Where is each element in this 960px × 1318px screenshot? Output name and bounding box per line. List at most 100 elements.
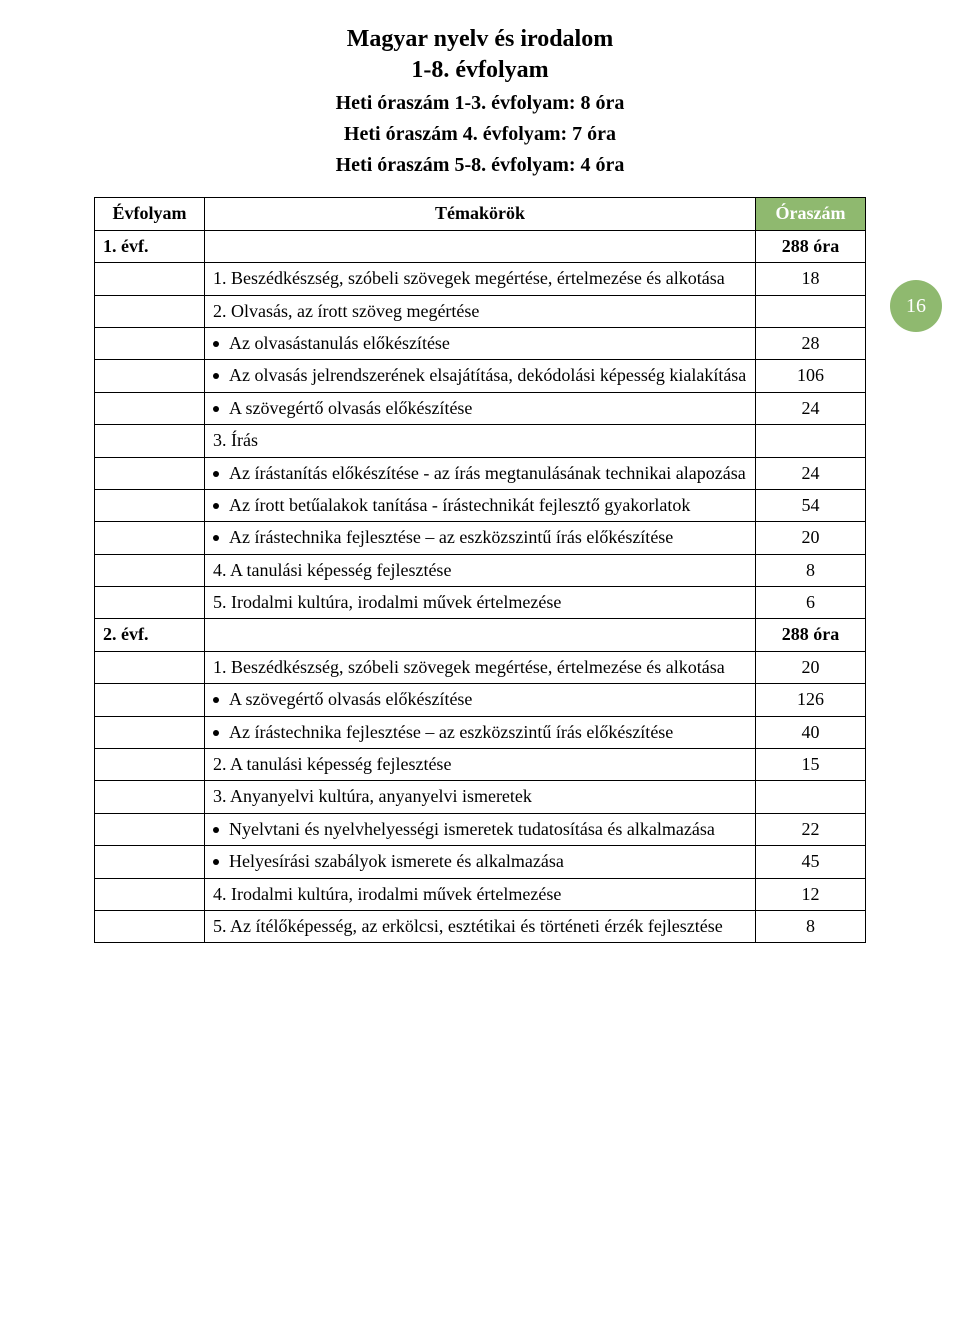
table-row: 1. évf. 288 óra [95, 230, 866, 262]
hours-cell [756, 295, 866, 327]
table-row: 4. A tanulási képesség fejlesztése 8 [95, 554, 866, 586]
title-line-1: Magyar nyelv és irodalom [94, 24, 866, 55]
hours-cell: 126 [756, 684, 866, 716]
bullet-text: Helyesírási szabályok ismerete és alkalm… [229, 850, 747, 873]
hours-cell: 6 [756, 587, 866, 619]
topic-cell: 4. A tanulási képesség fejlesztése [205, 554, 756, 586]
topic-cell: Az olvasástanulás előkészítése [205, 327, 756, 359]
table-row: 1. Beszédkészség, szóbeli szövegek megér… [95, 263, 866, 295]
bullet-icon [213, 406, 219, 412]
grade-cell [95, 684, 205, 716]
topic-cell: 4. Irodalmi kultúra, irodalmi művek érte… [205, 878, 756, 910]
table-row: Az írástechnika fejlesztése – az eszközs… [95, 522, 866, 554]
grade-cell [95, 846, 205, 878]
table-row: Az olvasástanulás előkészítése 28 [95, 327, 866, 359]
grade-cell [95, 878, 205, 910]
header-grade: Évfolyam [95, 198, 205, 230]
topic-cell: 2. Olvasás, az írott szöveg megértése [205, 295, 756, 327]
grade-cell [95, 457, 205, 489]
title-line-2: 1-8. évfolyam [94, 55, 866, 86]
grade-label: 2. évf. [95, 619, 205, 651]
grade-cell [95, 813, 205, 845]
topic-cell [205, 230, 756, 262]
hours-cell: 28 [756, 327, 866, 359]
table-row: A szövegértő olvasás előkészítése 24 [95, 392, 866, 424]
bullet-text: Az írástechnika fejlesztése – az eszközs… [229, 721, 747, 744]
table-row: 2. A tanulási képesség fejlesztése 15 [95, 749, 866, 781]
hours-cell: 15 [756, 749, 866, 781]
grade-cell [95, 392, 205, 424]
hours-cell: 20 [756, 522, 866, 554]
bullet-text: Nyelvtani és nyelvhelyességi ismeretek t… [229, 818, 747, 841]
topic-cell: A szövegértő olvasás előkészítése [205, 684, 756, 716]
topic-cell: 5. Az ítélőképesség, az erkölcsi, esztét… [205, 910, 756, 942]
bullet-text: Az írástechnika fejlesztése – az eszközs… [229, 526, 747, 549]
subtitle-2: Heti óraszám 4. évfolyam: 7 óra [94, 121, 866, 148]
hours-cell: 24 [756, 457, 866, 489]
grade-cell [95, 910, 205, 942]
hours-cell: 45 [756, 846, 866, 878]
hours-cell: 40 [756, 716, 866, 748]
page-number-badge: 16 [890, 280, 942, 332]
table-header-row: Évfolyam Témakörök Óraszám [95, 198, 866, 230]
topic-cell: Helyesírási szabályok ismerete és alkalm… [205, 846, 756, 878]
table-row: Nyelvtani és nyelvhelyességi ismeretek t… [95, 813, 866, 845]
table-row: A szövegértő olvasás előkészítése 126 [95, 684, 866, 716]
hours-cell [756, 781, 866, 813]
hours-cell: 12 [756, 878, 866, 910]
topic-cell [205, 619, 756, 651]
hours-cell: 8 [756, 910, 866, 942]
table-row: 5. Az ítélőképesség, az erkölcsi, esztét… [95, 910, 866, 942]
title-block: Magyar nyelv és irodalom 1-8. évfolyam H… [94, 24, 866, 179]
grade-cell [95, 716, 205, 748]
bullet-text: Az írott betűalakok tanítása - írástechn… [229, 494, 747, 517]
table-row: Az írástanítás előkészítése - az írás me… [95, 457, 866, 489]
hours-cell: 54 [756, 489, 866, 521]
topic-cell: Az írástechnika fejlesztése – az eszközs… [205, 716, 756, 748]
bullet-icon [213, 503, 219, 509]
bullet-text: A szövegértő olvasás előkészítése [229, 688, 747, 711]
grade-cell [95, 327, 205, 359]
topic-cell: Nyelvtani és nyelvhelyességi ismeretek t… [205, 813, 756, 845]
hours-cell: 106 [756, 360, 866, 392]
table-row: 3. Írás [95, 425, 866, 457]
table-row: 5. Irodalmi kultúra, irodalmi művek érte… [95, 587, 866, 619]
grade-cell [95, 749, 205, 781]
curriculum-table: Évfolyam Témakörök Óraszám 1. évf. 288 ó… [94, 197, 866, 943]
topic-cell: 1. Beszédkészség, szóbeli szövegek megér… [205, 651, 756, 683]
bullet-icon [213, 535, 219, 541]
bullet-icon [213, 373, 219, 379]
table-row: Az olvasás jelrendszerének elsajátítása,… [95, 360, 866, 392]
grade-cell [95, 295, 205, 327]
grade-cell [95, 522, 205, 554]
grade-cell [95, 781, 205, 813]
grade-cell [95, 651, 205, 683]
grade-label: 1. évf. [95, 230, 205, 262]
bullet-text: Az olvasástanulás előkészítése [229, 332, 747, 355]
header-topic: Témakörök [205, 198, 756, 230]
topic-cell: 3. Anyanyelvi kultúra, anyanyelvi ismere… [205, 781, 756, 813]
topic-cell: 5. Irodalmi kultúra, irodalmi művek érte… [205, 587, 756, 619]
topic-cell: Az írott betűalakok tanítása - írástechn… [205, 489, 756, 521]
grade-cell [95, 425, 205, 457]
table-row: Az írott betűalakok tanítása - írástechn… [95, 489, 866, 521]
bullet-icon [213, 697, 219, 703]
table-row: Az írástechnika fejlesztése – az eszközs… [95, 716, 866, 748]
topic-cell: 2. A tanulási képesség fejlesztése [205, 749, 756, 781]
subtitle-3: Heti óraszám 5-8. évfolyam: 4 óra [94, 152, 866, 179]
hours-cell: 288 óra [756, 619, 866, 651]
table-row: 2. Olvasás, az írott szöveg megértése [95, 295, 866, 327]
bullet-text: A szövegértő olvasás előkészítése [229, 397, 747, 420]
bullet-icon [213, 341, 219, 347]
bullet-icon [213, 827, 219, 833]
hours-cell: 8 [756, 554, 866, 586]
topic-cell: Az írástanítás előkészítése - az írás me… [205, 457, 756, 489]
table-row: 4. Irodalmi kultúra, irodalmi művek érte… [95, 878, 866, 910]
grade-cell [95, 263, 205, 295]
hours-cell: 288 óra [756, 230, 866, 262]
topic-cell: Az olvasás jelrendszerének elsajátítása,… [205, 360, 756, 392]
table-row: Helyesírási szabályok ismerete és alkalm… [95, 846, 866, 878]
bullet-icon [213, 730, 219, 736]
grade-cell [95, 587, 205, 619]
grade-cell [95, 554, 205, 586]
